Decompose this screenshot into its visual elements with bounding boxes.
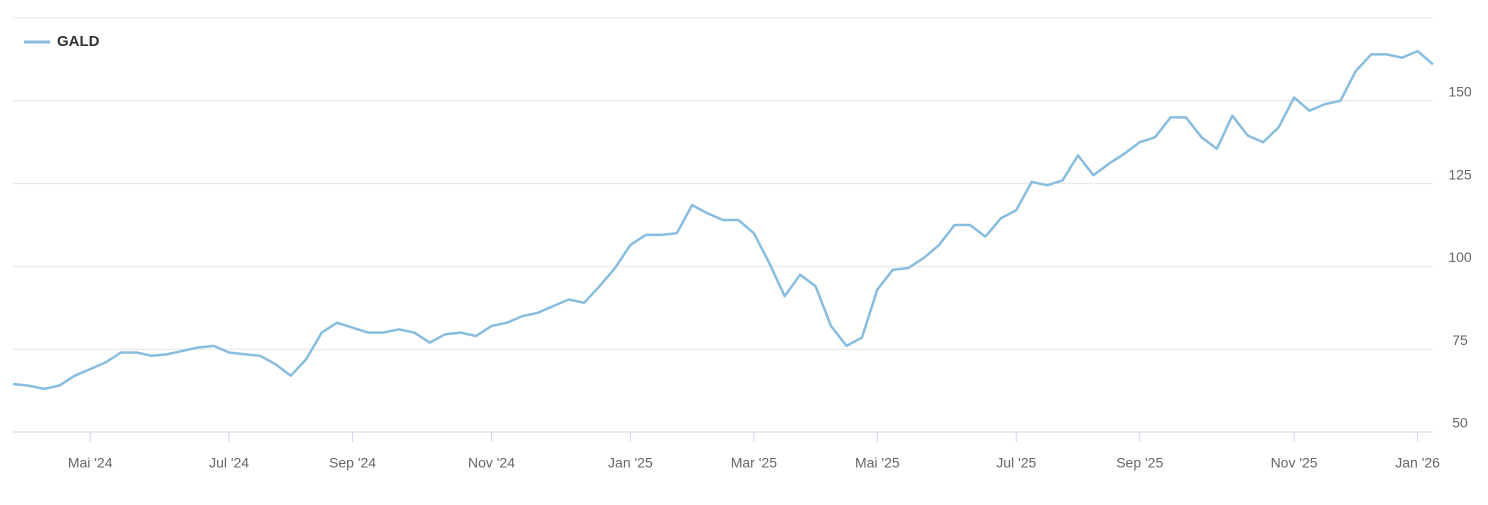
line: [12, 49, 1434, 391]
x-tick-label: Nov '24: [468, 455, 515, 471]
x-tick-label: Sep '24: [329, 455, 376, 471]
y-tick-label: 100: [1448, 249, 1472, 265]
x-tick-label: Mai '25: [855, 455, 900, 471]
y-tick-label: 125: [1448, 166, 1472, 182]
x-tick-label: Sep '25: [1116, 455, 1163, 471]
x-tick-label: Mai '24: [68, 455, 113, 471]
x-tick-label: Jan '25: [608, 455, 653, 471]
x-tick-label: Jul '25: [996, 455, 1036, 471]
y-tick-label: 75: [1452, 332, 1468, 348]
x-tick-label: Mar '25: [731, 455, 777, 471]
legend-text: GALD: [57, 33, 100, 50]
x-tick-label: Jan '26: [1395, 455, 1440, 471]
y-tick-label: 50: [1452, 415, 1468, 431]
y-tick-label: 150: [1448, 84, 1472, 100]
x-tick-label: Nov '25: [1271, 455, 1318, 471]
x-tick-label: Jul '24: [209, 455, 249, 471]
